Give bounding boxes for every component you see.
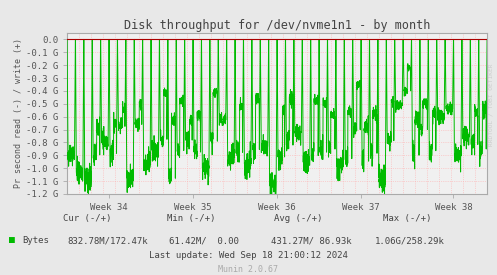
Text: Munin 2.0.67: Munin 2.0.67 bbox=[219, 265, 278, 274]
Title: Disk throughput for /dev/nvme1n1 - by month: Disk throughput for /dev/nvme1n1 - by mo… bbox=[124, 19, 430, 32]
Text: 61.42M/  0.00: 61.42M/ 0.00 bbox=[169, 236, 239, 245]
Text: 832.78M/172.47k: 832.78M/172.47k bbox=[67, 236, 148, 245]
Text: 431.27M/ 86.93k: 431.27M/ 86.93k bbox=[271, 236, 351, 245]
Text: Bytes: Bytes bbox=[22, 236, 49, 245]
Text: Min (-/+): Min (-/+) bbox=[167, 214, 216, 223]
Text: Max (-/+): Max (-/+) bbox=[383, 214, 432, 223]
Text: 1.06G/258.29k: 1.06G/258.29k bbox=[375, 236, 445, 245]
Text: Avg (-/+): Avg (-/+) bbox=[274, 214, 323, 223]
Text: Last update: Wed Sep 18 21:00:12 2024: Last update: Wed Sep 18 21:00:12 2024 bbox=[149, 252, 348, 260]
Text: Cur (-/+): Cur (-/+) bbox=[63, 214, 111, 223]
Text: ■: ■ bbox=[9, 235, 15, 245]
Text: RRDTOOL / TOBI OETIKER: RRDTOOL / TOBI OETIKER bbox=[489, 63, 494, 146]
Y-axis label: Pr second read (-) / write (+): Pr second read (-) / write (+) bbox=[14, 39, 23, 188]
